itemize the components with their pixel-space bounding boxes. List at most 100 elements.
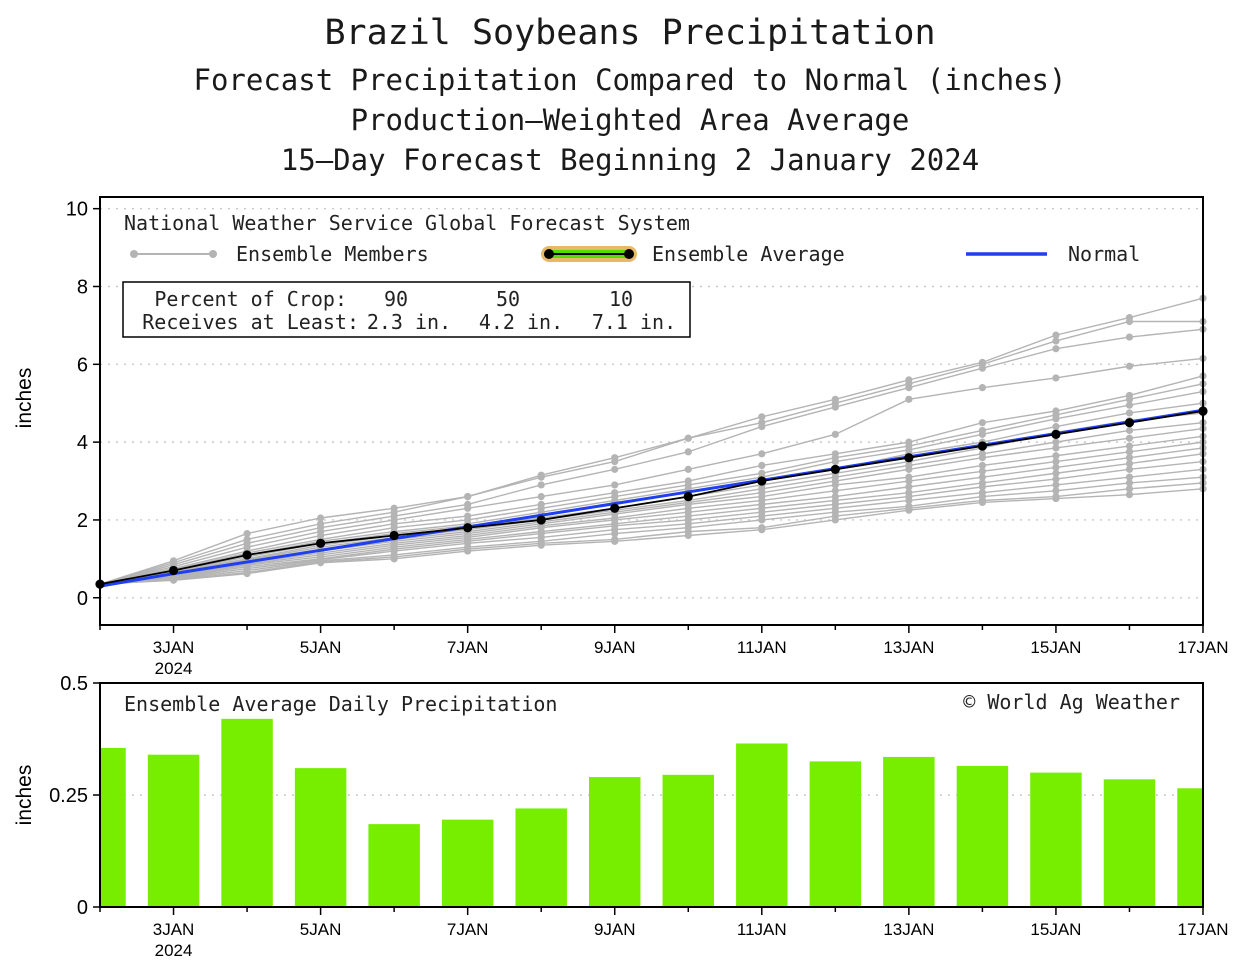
ensemble-member-point — [831, 516, 839, 524]
bottom-x-year-label: 2024 — [155, 941, 193, 960]
ensemble-average-point — [1051, 429, 1061, 439]
daily-precip-bar — [736, 743, 788, 907]
daily-precip-bar — [1103, 779, 1156, 907]
ensemble-member-point — [978, 364, 987, 372]
ensemble-member-line — [99, 383, 1204, 585]
top-x-tick-label: 5JAN — [300, 638, 342, 657]
ensemble-member-point — [978, 473, 987, 481]
top-x-axis: 3JAN 2024 5JAN 7JAN 9JAN 11JAN 13JAN 15JAN 17JAN — [99, 625, 1229, 678]
ensemble-average-point — [1124, 418, 1135, 428]
ensemble-member-point — [758, 461, 766, 470]
ensemble-member-point — [464, 493, 472, 501]
ensemble-average-group — [95, 406, 1208, 589]
ensemble-member-line — [99, 476, 1204, 585]
bottom-x-tick-label: 17JAN — [1177, 920, 1228, 939]
top-x-tick-label: 17JAN — [1177, 638, 1228, 657]
ensemble-member-point — [831, 487, 839, 495]
top-y-axis-label: inches — [13, 368, 36, 429]
ensemble-member-point — [905, 506, 913, 514]
ensemble-member-line — [99, 320, 1203, 585]
daily-precip-bar — [809, 761, 862, 907]
daily-precip-bar — [662, 774, 715, 907]
ensemble-member-line — [99, 375, 1204, 585]
chart-title: Brazil Soybeans Precipitation — [324, 13, 935, 53]
ensemble-member-point — [758, 516, 766, 524]
ensemble-member-point — [684, 434, 692, 442]
top-x-year-label: 2024 — [155, 659, 193, 678]
daily-precip-bar — [956, 765, 1009, 907]
ensemble-member-line — [99, 482, 1204, 585]
ensemble-member-point — [1125, 409, 1134, 417]
ensemble-member-point — [1052, 469, 1060, 477]
ensemble-member-line — [99, 453, 1204, 585]
ensemble-member-point — [611, 529, 619, 538]
bottom-x-tick-label: 15JAN — [1030, 920, 1081, 939]
amount-90: 2.3 in. — [367, 310, 451, 334]
ensemble-member-point — [537, 473, 545, 481]
ensemble-average-point — [463, 523, 473, 533]
ensemble-member-point — [1052, 457, 1060, 466]
ensemble-member-point — [978, 483, 987, 491]
ensemble-member-point — [978, 419, 987, 427]
ensemble-member-point — [684, 531, 692, 540]
legend-source: National Weather Service Global Forecast… — [124, 211, 690, 235]
ensemble-member-line — [99, 297, 1204, 585]
ensemble-member-line — [99, 468, 1204, 585]
ensemble-member-point — [1125, 479, 1134, 487]
ensemble-member-line — [99, 488, 1204, 585]
ensemble-member-point — [905, 496, 913, 505]
top-plot-frame — [99, 196, 1204, 626]
ensemble-member-point — [1125, 317, 1134, 326]
percent-10: 10 — [609, 287, 633, 311]
top-x-tick-label: 15JAN — [1030, 638, 1081, 657]
ensemble-member-point — [1052, 337, 1060, 345]
ensemble-member-point — [978, 384, 987, 392]
top-x-tick-label: 13JAN — [883, 638, 934, 657]
ensemble-member-point — [1052, 452, 1060, 460]
bottom-x-tick-label: 11JAN — [737, 920, 787, 939]
daily-precip-bar — [1030, 772, 1082, 907]
bottom-y-axis: 0 0.25 0.5 — [49, 673, 100, 919]
bottom-y-tick-label: 0.5 — [60, 673, 88, 695]
ensemble-member-point — [905, 477, 913, 485]
top-x-tick-label: 3JAN — [153, 638, 195, 657]
percent-90: 90 — [384, 287, 408, 311]
legend-average-swatch — [541, 246, 637, 262]
ensemble-average-point — [168, 565, 179, 576]
ensemble-member-point — [1125, 333, 1134, 341]
bottom-x-axis: 3JAN 2024 5JAN 7JAN 9JAN 11JAN 13JAN 15JAN 17JAN — [99, 907, 1229, 960]
ensemble-average-point — [904, 453, 914, 463]
ensemble-member-point — [537, 541, 545, 549]
percent-50: 50 — [496, 287, 520, 311]
bottom-x-tick-label: 5JAN — [300, 920, 342, 939]
ensemble-member-point — [905, 465, 913, 473]
ensemble-member-point — [978, 498, 987, 507]
ensemble-member-point — [1052, 444, 1060, 452]
ensemble-average-point — [830, 464, 840, 474]
ensemble-average-point — [757, 476, 767, 486]
daily-precip-bar — [883, 756, 935, 907]
ensemble-member-point — [611, 457, 619, 466]
top-x-tick-label: 11JAN — [737, 638, 787, 657]
ensemble-member-point — [831, 457, 839, 466]
legend-members-label: Ensemble Members — [236, 242, 429, 266]
ensemble-member-point — [1125, 473, 1134, 481]
top-x-tick-label: 9JAN — [594, 638, 636, 657]
ensemble-member-point — [1052, 415, 1060, 423]
ensemble-average-point — [610, 503, 620, 513]
ensemble-member-line — [99, 460, 1204, 585]
top-x-tick-label: 7JAN — [447, 638, 489, 657]
ensemble-member-point — [831, 430, 839, 438]
ensemble-member-point — [758, 450, 766, 458]
ensemble-member-point — [1052, 475, 1060, 483]
top-y-tick-label: 2 — [77, 510, 88, 532]
cumulative-precip-panel: 0 2 4 6 8 10 3JAN 2024 5JAN 7JAN 9JAN 11JAN 13JAN 15… — [13, 196, 1229, 678]
legend-average-label: Ensemble Average — [652, 242, 845, 266]
ensemble-member-point — [905, 384, 913, 392]
daily-precip-bar — [441, 819, 494, 907]
legend: National Weather Service Global Forecast… — [122, 211, 1140, 338]
ensemble-member-point — [1125, 459, 1134, 468]
top-y-tick-label: 0 — [77, 588, 88, 610]
ensemble-member-point — [1125, 442, 1134, 450]
